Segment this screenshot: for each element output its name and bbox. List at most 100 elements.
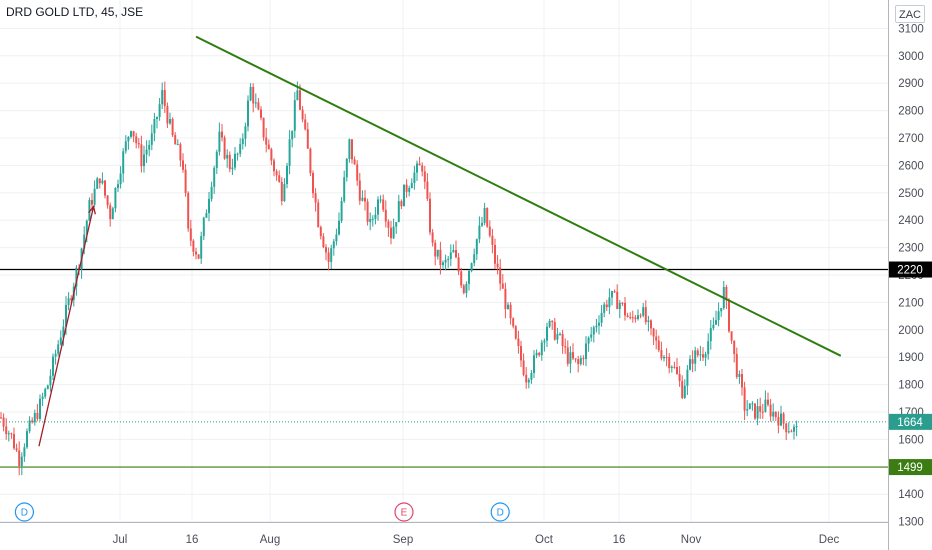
candle-body [332,241,335,249]
candle-body [205,213,208,218]
candle-body [117,184,119,189]
candle-body [57,344,60,354]
candle-body [345,158,348,178]
candle-body [488,226,491,236]
y-tick-label: 2700 [898,133,924,145]
candle-body [390,227,392,239]
arrow-head [88,205,96,215]
x-tick-label: Jul [113,534,128,546]
candle-body [241,138,244,145]
candle-body [702,354,704,358]
currency-button[interactable]: ZAC [895,5,925,23]
candle-body [124,141,127,152]
candle-body [709,328,712,342]
candle-body [478,225,481,240]
candle-body [364,197,366,202]
candle-body [231,167,234,170]
candle-body [733,340,736,354]
y-tick-label: 2300 [898,243,924,255]
candle-body [197,254,200,259]
y-tick-label: 3000 [898,51,924,63]
drawings[interactable] [38,35,842,447]
candle-body [200,236,203,259]
candle-body [408,188,411,192]
candle-body [548,320,551,327]
candle-body [384,209,387,222]
candle-body [694,350,697,364]
candle-body [587,337,590,344]
candle-body [163,90,166,107]
candle-body [31,420,34,423]
candle-body [782,413,785,424]
candle-body [195,251,197,255]
candle-body [676,366,678,375]
candle-body [234,153,236,168]
candle-body [595,325,598,328]
candle-body [608,297,611,308]
candle-body [109,205,112,220]
candle-body [590,334,593,338]
candle-body [223,137,226,159]
candle-body [0,417,2,419]
candle-body [169,118,171,124]
last-price-label: 1664 [897,417,923,429]
candle-body [787,431,790,433]
candle-body [49,375,52,386]
candle-body [369,219,372,222]
candle-body [655,336,658,341]
candle-body [613,291,616,293]
arrow-line[interactable] [38,206,95,447]
candle-body [93,188,96,205]
candle-body [457,257,460,272]
candle-body [455,250,457,258]
candle-body [249,86,252,101]
event-marker-d[interactable] [490,502,510,522]
candle-body [210,186,213,199]
candle-body [75,267,78,287]
candle-body [140,144,143,167]
candle-body [156,117,158,119]
candle-body [652,328,655,337]
candle-body [33,412,36,423]
candle-body [70,298,73,300]
candle-body [338,220,340,235]
y-tick-label: 1300 [898,517,924,529]
candle-body [405,184,408,192]
trendline[interactable] [195,35,842,357]
candle-body [764,399,767,412]
candle-body [772,411,775,417]
candle-body [442,262,444,266]
candle-body [696,350,699,356]
candle-body [15,448,18,451]
candle-body [13,434,15,449]
candle-body [395,222,398,227]
candle-body [293,100,296,131]
y-tick-label: 2600 [898,160,924,172]
candle-body [306,129,309,149]
event-marker-d[interactable] [14,502,34,522]
candle-body [483,207,486,223]
candle-body [470,263,473,271]
x-tick-label: Aug [260,534,280,546]
candle-body [104,180,106,196]
candle-body [431,232,434,243]
candle-body [18,450,21,466]
candle-body [621,302,624,304]
candle-body [132,131,135,137]
candle-body [683,385,686,398]
candle-body [182,160,184,170]
y-tick-label: 2400 [898,215,924,227]
candle-body [751,403,754,405]
candle-body [101,180,104,184]
candle-body [236,153,239,155]
candle-body [254,102,257,104]
resistance-price-label-bg [889,261,932,278]
candle-body [202,217,205,237]
candle-body [512,318,515,327]
event-marker-e[interactable] [394,502,414,522]
x-tick-label: 16 [186,534,199,546]
candle-body [122,151,125,174]
